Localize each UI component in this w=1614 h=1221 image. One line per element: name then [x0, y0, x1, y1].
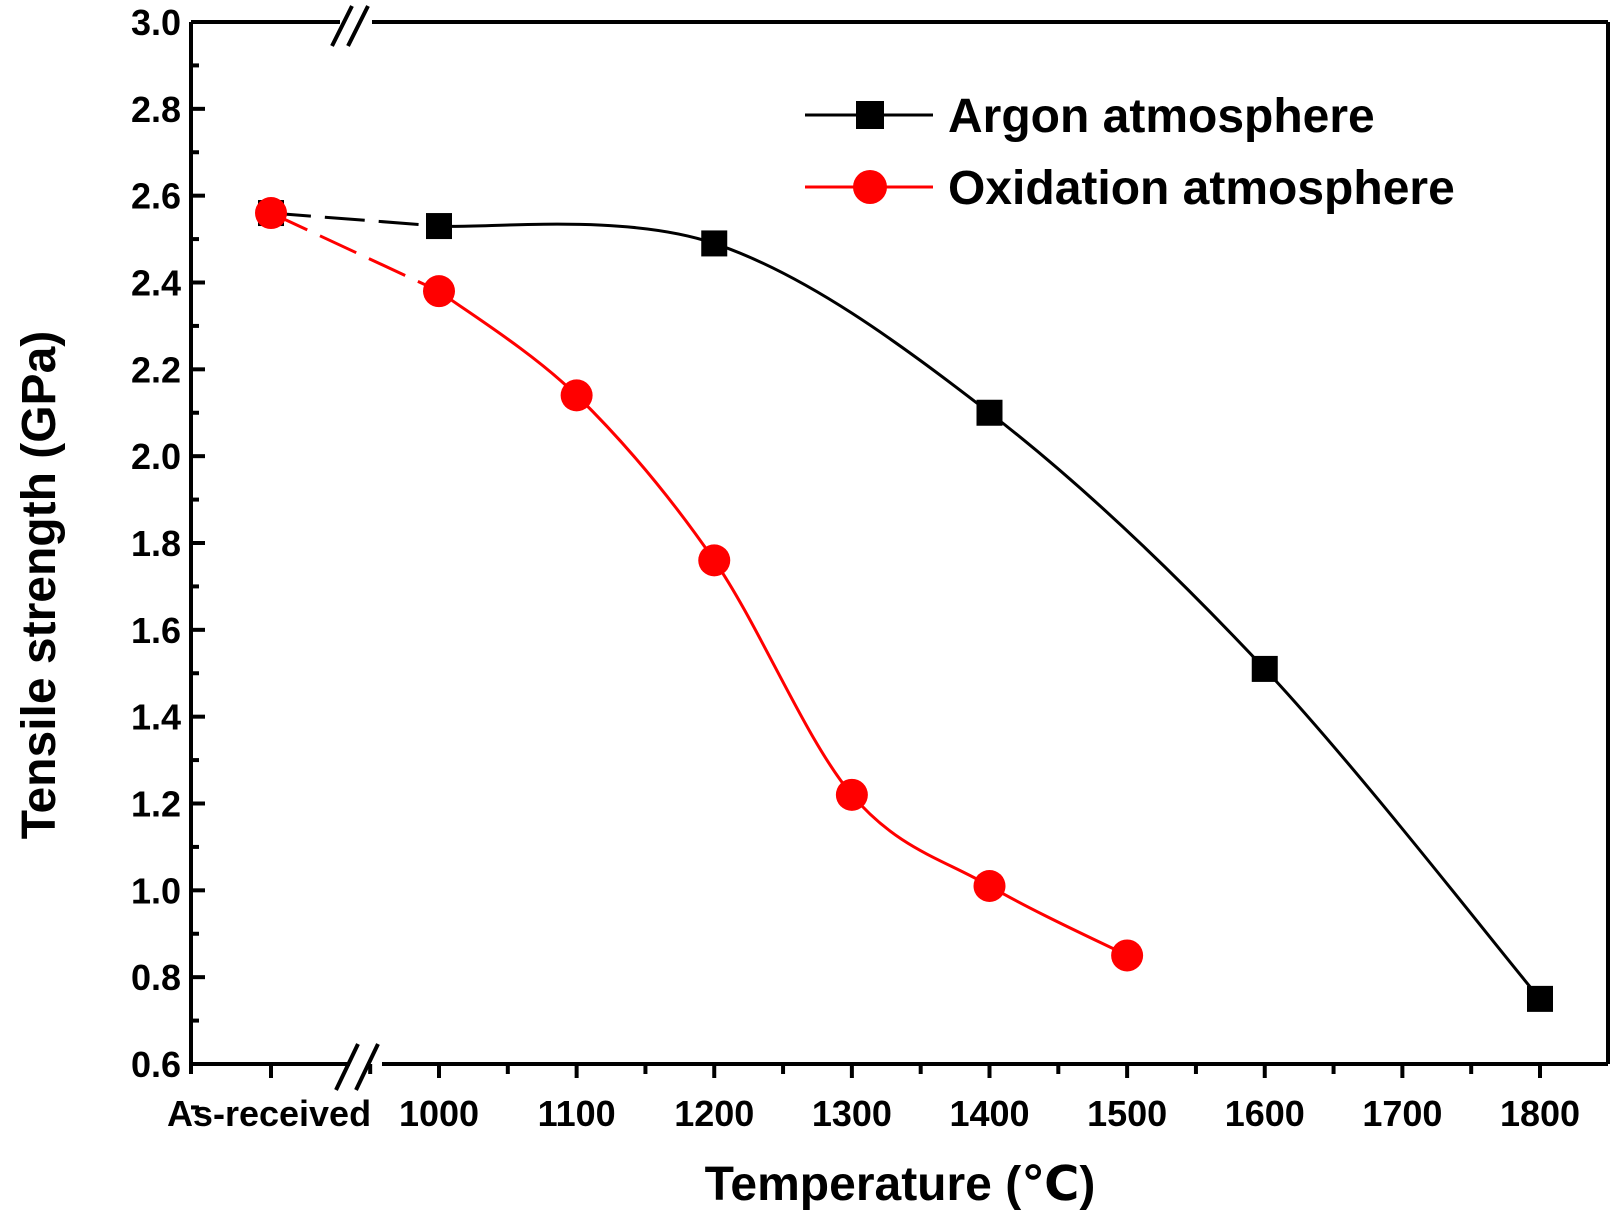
x-tick-label-as-received: As-received [167, 1093, 371, 1134]
series-group [255, 197, 1553, 1012]
y-tick-label: 0.8 [131, 957, 181, 998]
y-axis-title: Tensile strength (GPa) [13, 331, 66, 840]
y-tick-label: 1.0 [131, 870, 181, 911]
data-point-square [976, 399, 1003, 426]
data-point-square [701, 230, 728, 257]
legend-marker-circle [853, 170, 887, 204]
data-point-square [426, 213, 452, 240]
data-point-circle [255, 197, 287, 230]
y-tick-label: 2.6 [131, 176, 181, 217]
data-point-circle [560, 379, 593, 412]
bottom-axis-break-mark [334, 1043, 360, 1091]
y-tick-label: 0.6 [131, 1044, 181, 1085]
data-point-circle [1111, 939, 1144, 972]
legend-label: Oxidation atmosphere [948, 162, 1455, 215]
y-tick-label: 2.2 [131, 349, 181, 390]
data-point-circle [423, 275, 455, 308]
y-tick-label: 2.8 [131, 89, 181, 130]
top-axis-break-mark [330, 5, 354, 47]
series-argon [258, 200, 1553, 1012]
x-tick-label: 1700 [1362, 1093, 1442, 1134]
series-line [438, 289, 1128, 957]
series-break-connector [270, 211, 440, 228]
x-tick-label: 1600 [1225, 1093, 1305, 1134]
y-tick-label: 2.0 [131, 436, 181, 477]
x-tick-label: 1300 [812, 1093, 892, 1134]
y-tick-label: 2.4 [131, 263, 181, 304]
data-point-circle [973, 869, 1006, 902]
series-oxidation [255, 197, 1144, 972]
data-point-circle [698, 544, 731, 577]
series-line [438, 222, 1542, 1000]
top-axis-break-mark [346, 5, 370, 47]
ticks: 0.6 0.8 1.0 1.2 1.4 1.6 1.8 2.0 2.2 2.4 2.6 2.8 3.0 A… [131, 2, 1580, 1134]
y-tick-label: 1.2 [131, 784, 181, 825]
series-break-connector [270, 211, 440, 293]
x-tick-label: 1500 [1087, 1093, 1167, 1134]
y-tick-label: 1.8 [131, 523, 181, 564]
bottom-axis-break-mark [354, 1043, 380, 1091]
x-tick-label: 1000 [399, 1093, 479, 1134]
y-tick-label: 1.4 [131, 697, 181, 738]
x-tick-label: 1800 [1500, 1093, 1580, 1134]
legend-label: Argon atmosphere [948, 90, 1375, 143]
x-axis-title: Temperature (℃) [705, 1158, 1096, 1211]
x-tick-label: 1200 [674, 1093, 754, 1134]
x-tick-label: 1100 [538, 1093, 616, 1134]
data-point-square [1251, 655, 1278, 682]
x-tick-label: 1400 [949, 1093, 1029, 1134]
data-point-circle [835, 778, 868, 811]
data-point-square [1527, 985, 1553, 1012]
y-tick-label: 3.0 [131, 2, 181, 43]
legend: Argon atmosphere Oxidation atmosphere [805, 90, 1455, 215]
y-tick-label: 1.6 [131, 610, 181, 651]
legend-marker-square [856, 101, 884, 129]
